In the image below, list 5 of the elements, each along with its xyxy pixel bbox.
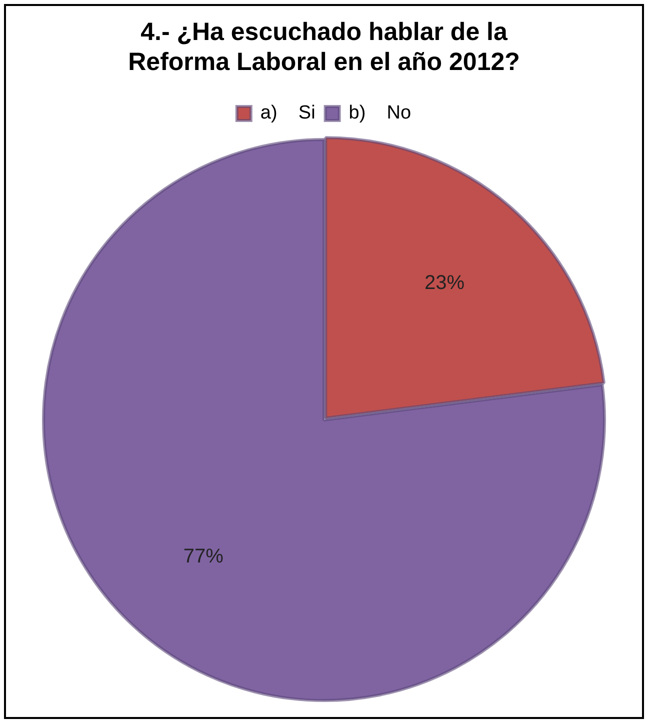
legend-label: b) No — [348, 102, 412, 124]
data-label: 23% — [424, 272, 465, 294]
chart-title: 4.- ¿Ha escuchado hablar de la Reforma Laboral en el año 2012? — [128, 18, 520, 76]
legend-label: a) Si — [260, 102, 316, 124]
data-label: 77% — [183, 545, 224, 568]
